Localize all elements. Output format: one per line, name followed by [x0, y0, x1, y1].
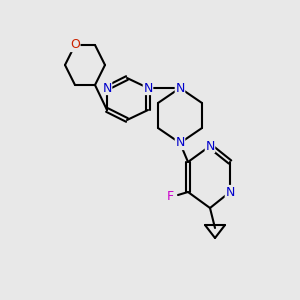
Text: N: N — [143, 82, 153, 94]
Text: N: N — [175, 136, 185, 149]
Text: N: N — [175, 82, 185, 94]
Text: N: N — [205, 140, 215, 152]
Text: O: O — [70, 38, 80, 52]
Text: F: F — [167, 190, 174, 203]
Text: N: N — [225, 185, 235, 199]
Text: N: N — [102, 82, 112, 94]
